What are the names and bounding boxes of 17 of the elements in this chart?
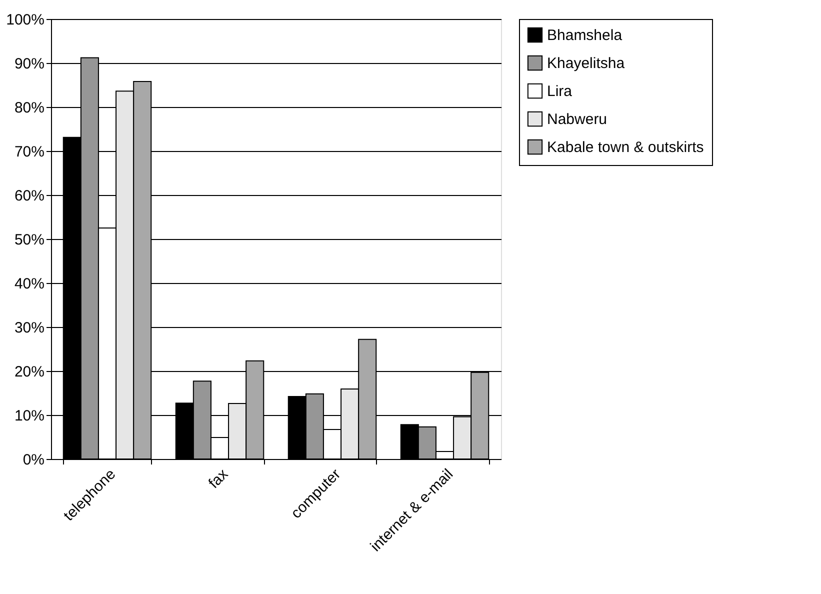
y-tick-label: 100%	[6, 12, 44, 28]
y-tick-label: 70%	[14, 144, 44, 160]
y-tick-label: 20%	[14, 364, 44, 380]
y-tick-label: 40%	[14, 276, 44, 292]
y-tick-label: 50%	[14, 232, 44, 248]
legend-label: Lira	[547, 83, 573, 100]
y-tick-label: 60%	[14, 188, 44, 204]
y-tick-label: 30%	[14, 320, 44, 336]
legend-label: Bhamshela	[547, 27, 623, 44]
y-tick-label: 0%	[22, 452, 44, 468]
x-tick-label: fax	[205, 465, 232, 492]
legend-label: Nabweru	[547, 111, 608, 128]
legend-label: Khayelitsha	[547, 55, 626, 72]
legend-label: Kabale town & outskirts	[547, 139, 704, 156]
y-tick-label: 10%	[14, 408, 44, 424]
y-tick-label: 90%	[14, 56, 44, 72]
y-tick-label: 80%	[14, 100, 44, 116]
